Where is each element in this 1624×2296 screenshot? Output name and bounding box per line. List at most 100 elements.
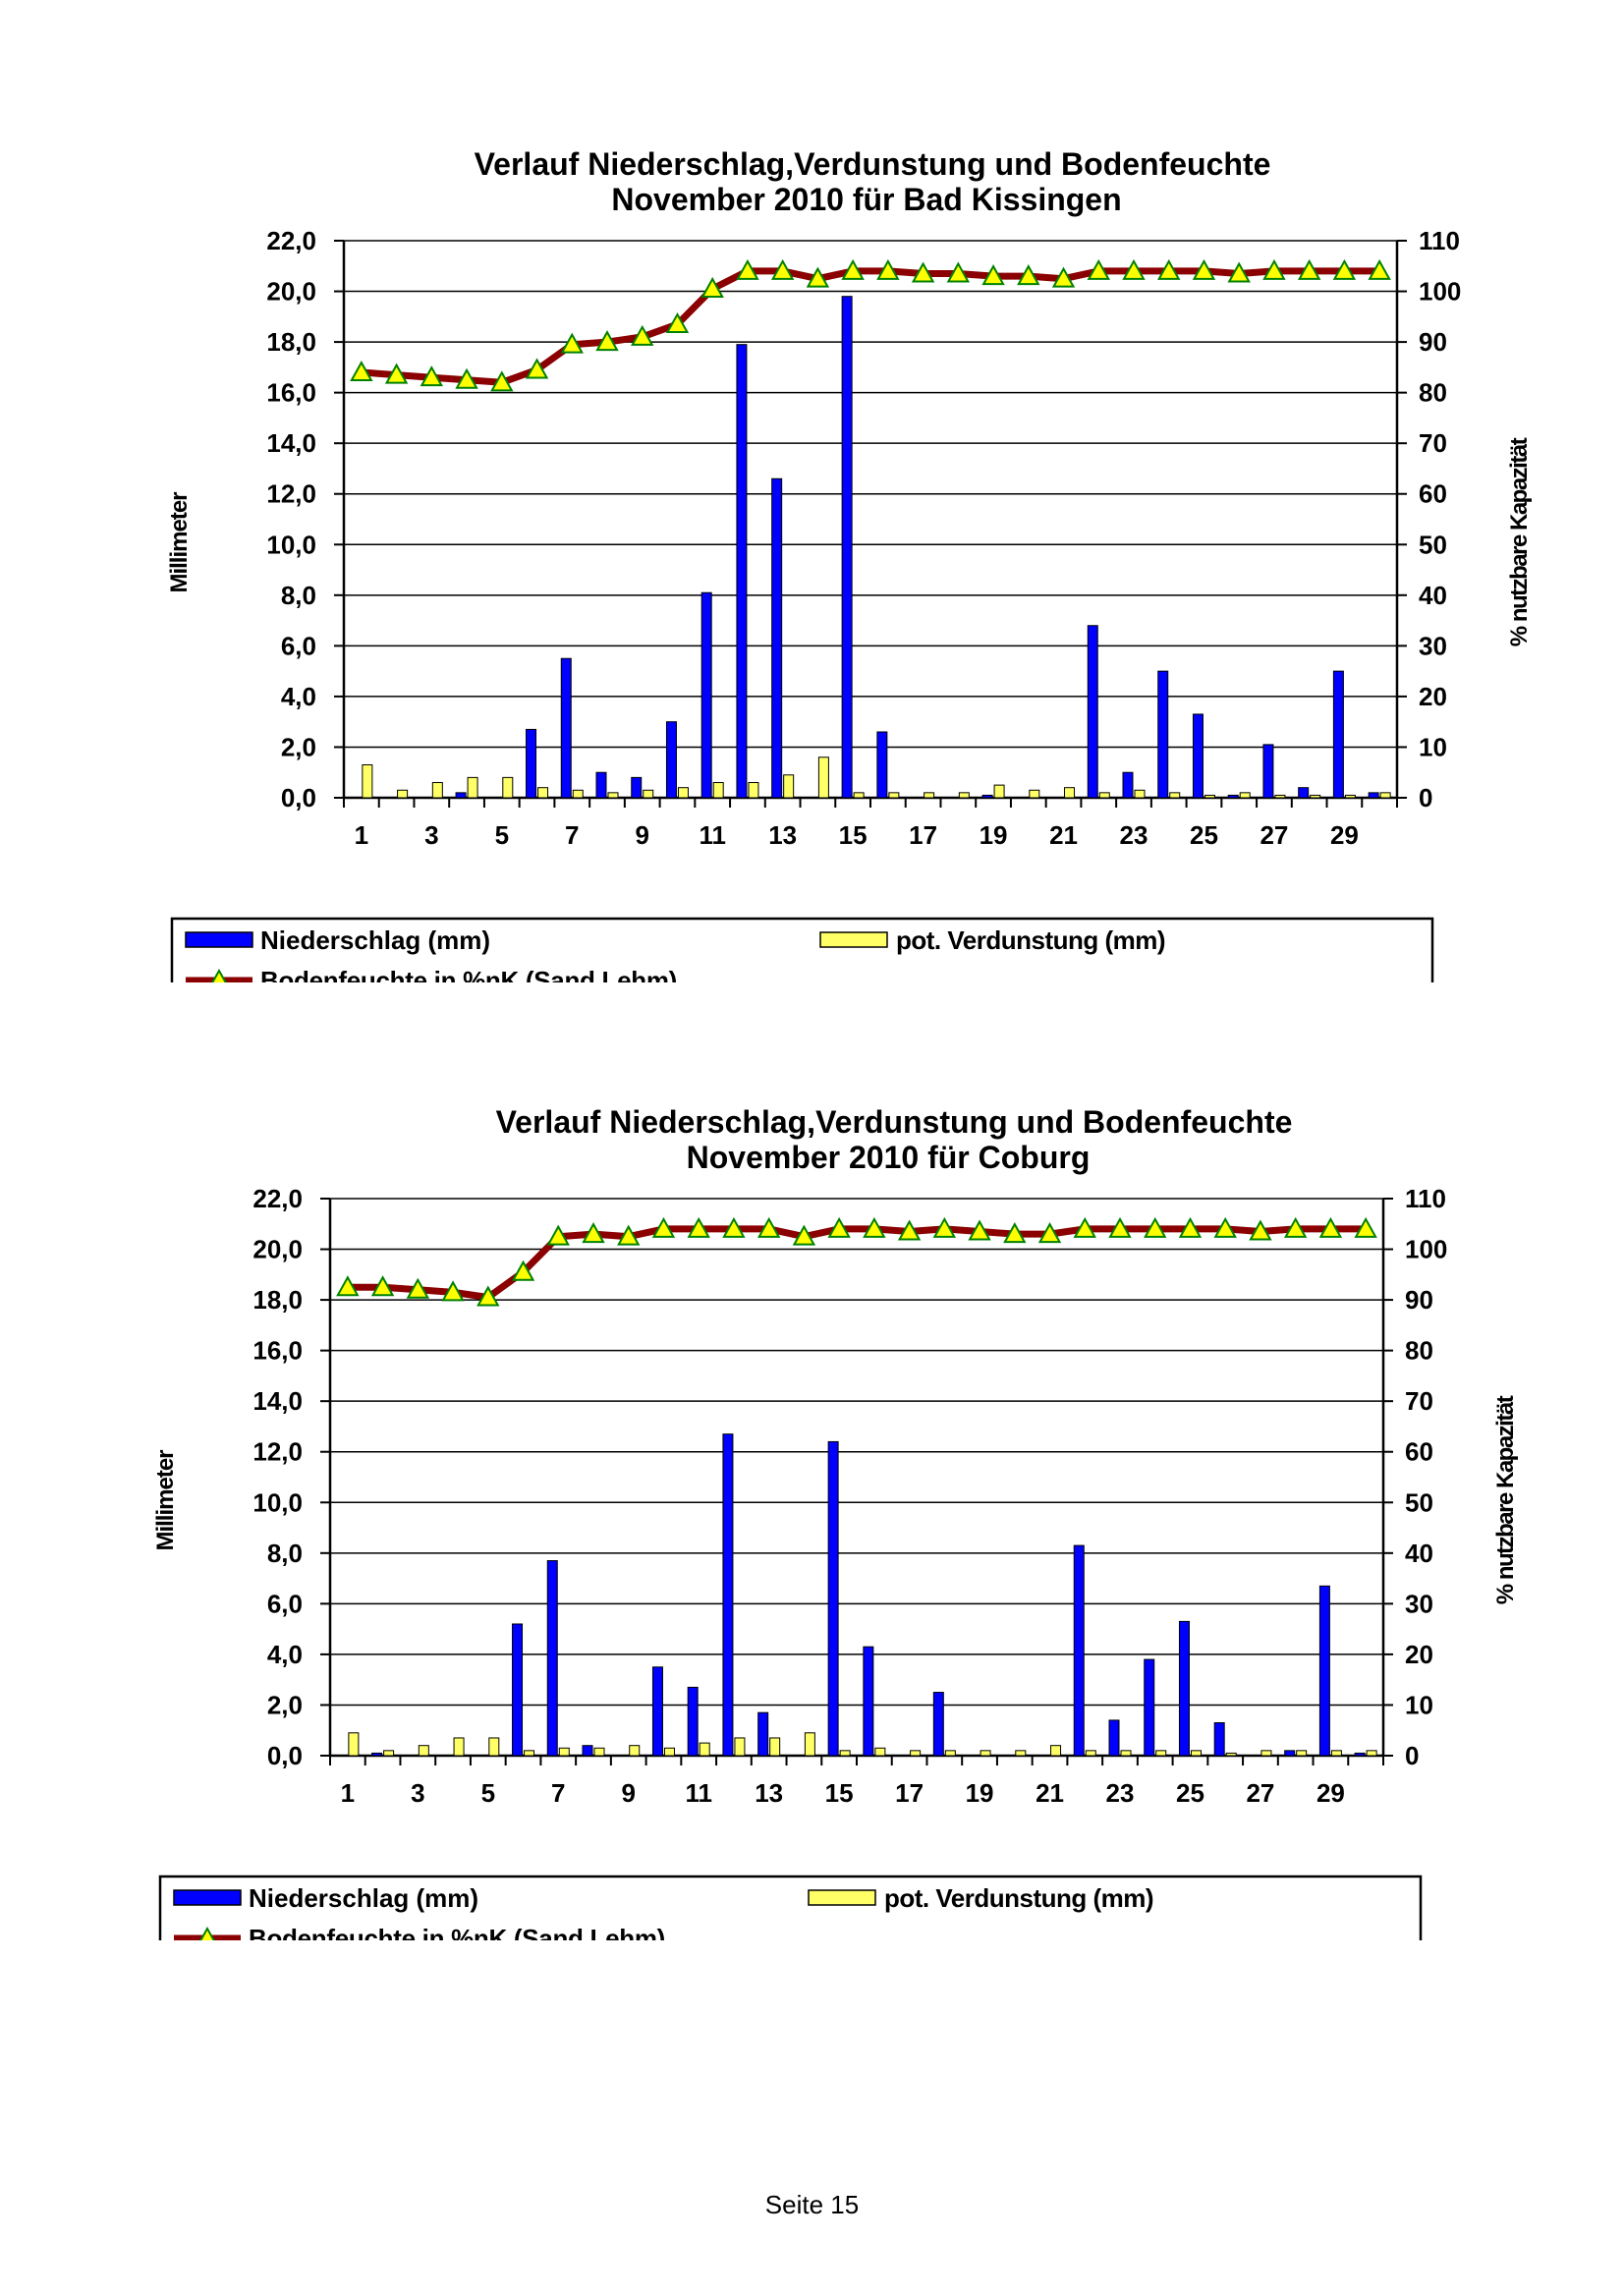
bar-niederschlag: [512, 1623, 524, 1757]
bar-verdunstung: [817, 756, 829, 799]
y-tick-label: 16,0: [266, 378, 316, 408]
legend-box: [170, 917, 1434, 982]
bar-verdunstung: [1064, 787, 1076, 799]
x-tick-label: 21: [1036, 1778, 1064, 1808]
bar-verdunstung: [1344, 794, 1356, 799]
marker-bodenfeuchte: [511, 1260, 535, 1281]
y2-tick-label: 0: [1419, 783, 1432, 812]
x-tick-label: 9: [635, 820, 648, 850]
y-axis-label: Millimeter: [152, 1450, 179, 1551]
bar-niederschlag: [841, 296, 853, 799]
bar-verdunstung: [1190, 1750, 1202, 1757]
bar-verdunstung: [1379, 792, 1391, 799]
line-bodenfeuchte: [361, 267, 1380, 386]
marker-bodenfeuchte: [595, 330, 619, 352]
y-tick-label: 14,0: [252, 1386, 303, 1416]
bar-niederschlag: [1087, 625, 1098, 799]
y-tick-label: 2,0: [267, 1690, 303, 1719]
bar-verdunstung: [1330, 1750, 1342, 1757]
bar-verdunstung: [572, 789, 584, 799]
bar-verdunstung: [839, 1750, 851, 1757]
legend-label-niederschlag: Niederschlag (mm): [249, 1883, 478, 1913]
marker-bodenfeuchte: [1037, 1222, 1062, 1244]
bar-niederschlag: [1073, 1544, 1085, 1757]
y-tick-label: 6,0: [281, 631, 316, 660]
y2-tick-label: 10: [1419, 732, 1447, 761]
bar-niederschlag: [560, 657, 572, 799]
x-tick-label: 7: [565, 820, 579, 850]
marker-bodenfeuchte: [792, 1224, 816, 1246]
bar-niederschlag: [700, 591, 712, 799]
y2-tick-label: 40: [1405, 1539, 1433, 1568]
x-tick-label: 11: [699, 820, 726, 850]
marker-bodenfeuchte: [370, 1275, 395, 1297]
marker-bodenfeuchte: [490, 370, 514, 392]
chart-title: Verlauf Niederschlag,Verdunstung und Bod…: [475, 146, 1271, 182]
x-tick-label: 3: [411, 1778, 424, 1808]
y2-tick-label: 30: [1419, 631, 1447, 660]
marker-bodenfeuchte: [1178, 1216, 1203, 1238]
y-tick-label: 18,0: [252, 1285, 303, 1315]
bar-niederschlag: [1227, 794, 1239, 799]
bar-niederschlag: [1262, 744, 1274, 799]
bar-niederschlag: [1144, 1658, 1155, 1757]
marker-bodenfeuchte: [1354, 1216, 1377, 1238]
bar-niederschlag: [1284, 1750, 1296, 1757]
y-tick-label: 16,0: [252, 1336, 303, 1366]
x-tick-label: 11: [685, 1778, 712, 1808]
x-tick-label: 15: [839, 820, 868, 850]
x-tick-label: 27: [1260, 820, 1288, 850]
bar-verdunstung: [362, 763, 373, 799]
bar-verdunstung: [1239, 792, 1251, 799]
marker-bodenfeuchte: [863, 1216, 886, 1238]
y2-tick-label: 30: [1405, 1589, 1433, 1618]
y2-tick-label: 70: [1405, 1386, 1433, 1416]
y2-axis-label: % nutzbare Kapazität: [1506, 437, 1533, 646]
bar-verdunstung: [1204, 794, 1215, 799]
marker-bodenfeuchte: [722, 1216, 746, 1238]
bar-niederschlag: [651, 1666, 663, 1757]
bar-niederschlag: [595, 771, 607, 799]
bar-niederschlag: [1368, 792, 1379, 799]
bar-verdunstung: [699, 1742, 710, 1757]
marker-bodenfeuchte: [384, 363, 409, 384]
chart-subtitle: November 2010 für Coburg: [687, 1140, 1091, 1175]
bar-verdunstung: [1225, 1752, 1237, 1757]
y2-tick-label: 0: [1405, 1741, 1419, 1770]
bar-niederschlag: [736, 344, 748, 799]
y-axis-label: Millimeter: [166, 492, 193, 593]
y2-tick-label: 110: [1419, 226, 1460, 255]
bar-niederschlag: [1318, 1585, 1330, 1757]
marker-bodenfeuchte: [1003, 1222, 1027, 1244]
y-tick-label: 4,0: [267, 1640, 303, 1669]
x-tick-label: 3: [424, 820, 438, 850]
bar-verdunstung: [712, 782, 724, 799]
bar-verdunstung: [643, 789, 654, 799]
marker-bodenfeuchte: [1368, 258, 1391, 280]
bar-verdunstung: [958, 792, 970, 799]
bar-niederschlag: [827, 1440, 839, 1757]
marker-bodenfeuchte: [1297, 258, 1321, 280]
marker-bodenfeuchte: [876, 258, 900, 280]
bar-verdunstung: [1134, 789, 1146, 799]
marker-bodenfeuchte: [1073, 1216, 1096, 1238]
bar-niederschlag: [1213, 1721, 1225, 1757]
x-tick-label: 9: [621, 1778, 635, 1808]
bar-niederschlag: [1178, 1620, 1190, 1757]
bar-verdunstung: [1050, 1745, 1062, 1757]
bar-niederschlag: [1354, 1752, 1366, 1757]
bar-niederschlag: [771, 477, 783, 799]
bar-verdunstung: [397, 789, 409, 799]
bar-verdunstung: [1169, 792, 1181, 799]
marker-bodenfeuchte: [1108, 1216, 1132, 1238]
bar-verdunstung: [663, 1747, 675, 1757]
legend-swatch-verdunstung: [819, 931, 888, 948]
marker-bodenfeuchte: [1249, 1219, 1272, 1241]
marker-bodenfeuchte: [932, 1216, 957, 1238]
y-tick-label: 18,0: [266, 327, 316, 357]
bar-niederschlag: [665, 721, 677, 799]
y2-tick-label: 20: [1405, 1640, 1433, 1669]
marker-bodenfeuchte: [1157, 258, 1181, 280]
bar-verdunstung: [804, 1732, 815, 1757]
bar-verdunstung: [734, 1737, 746, 1757]
